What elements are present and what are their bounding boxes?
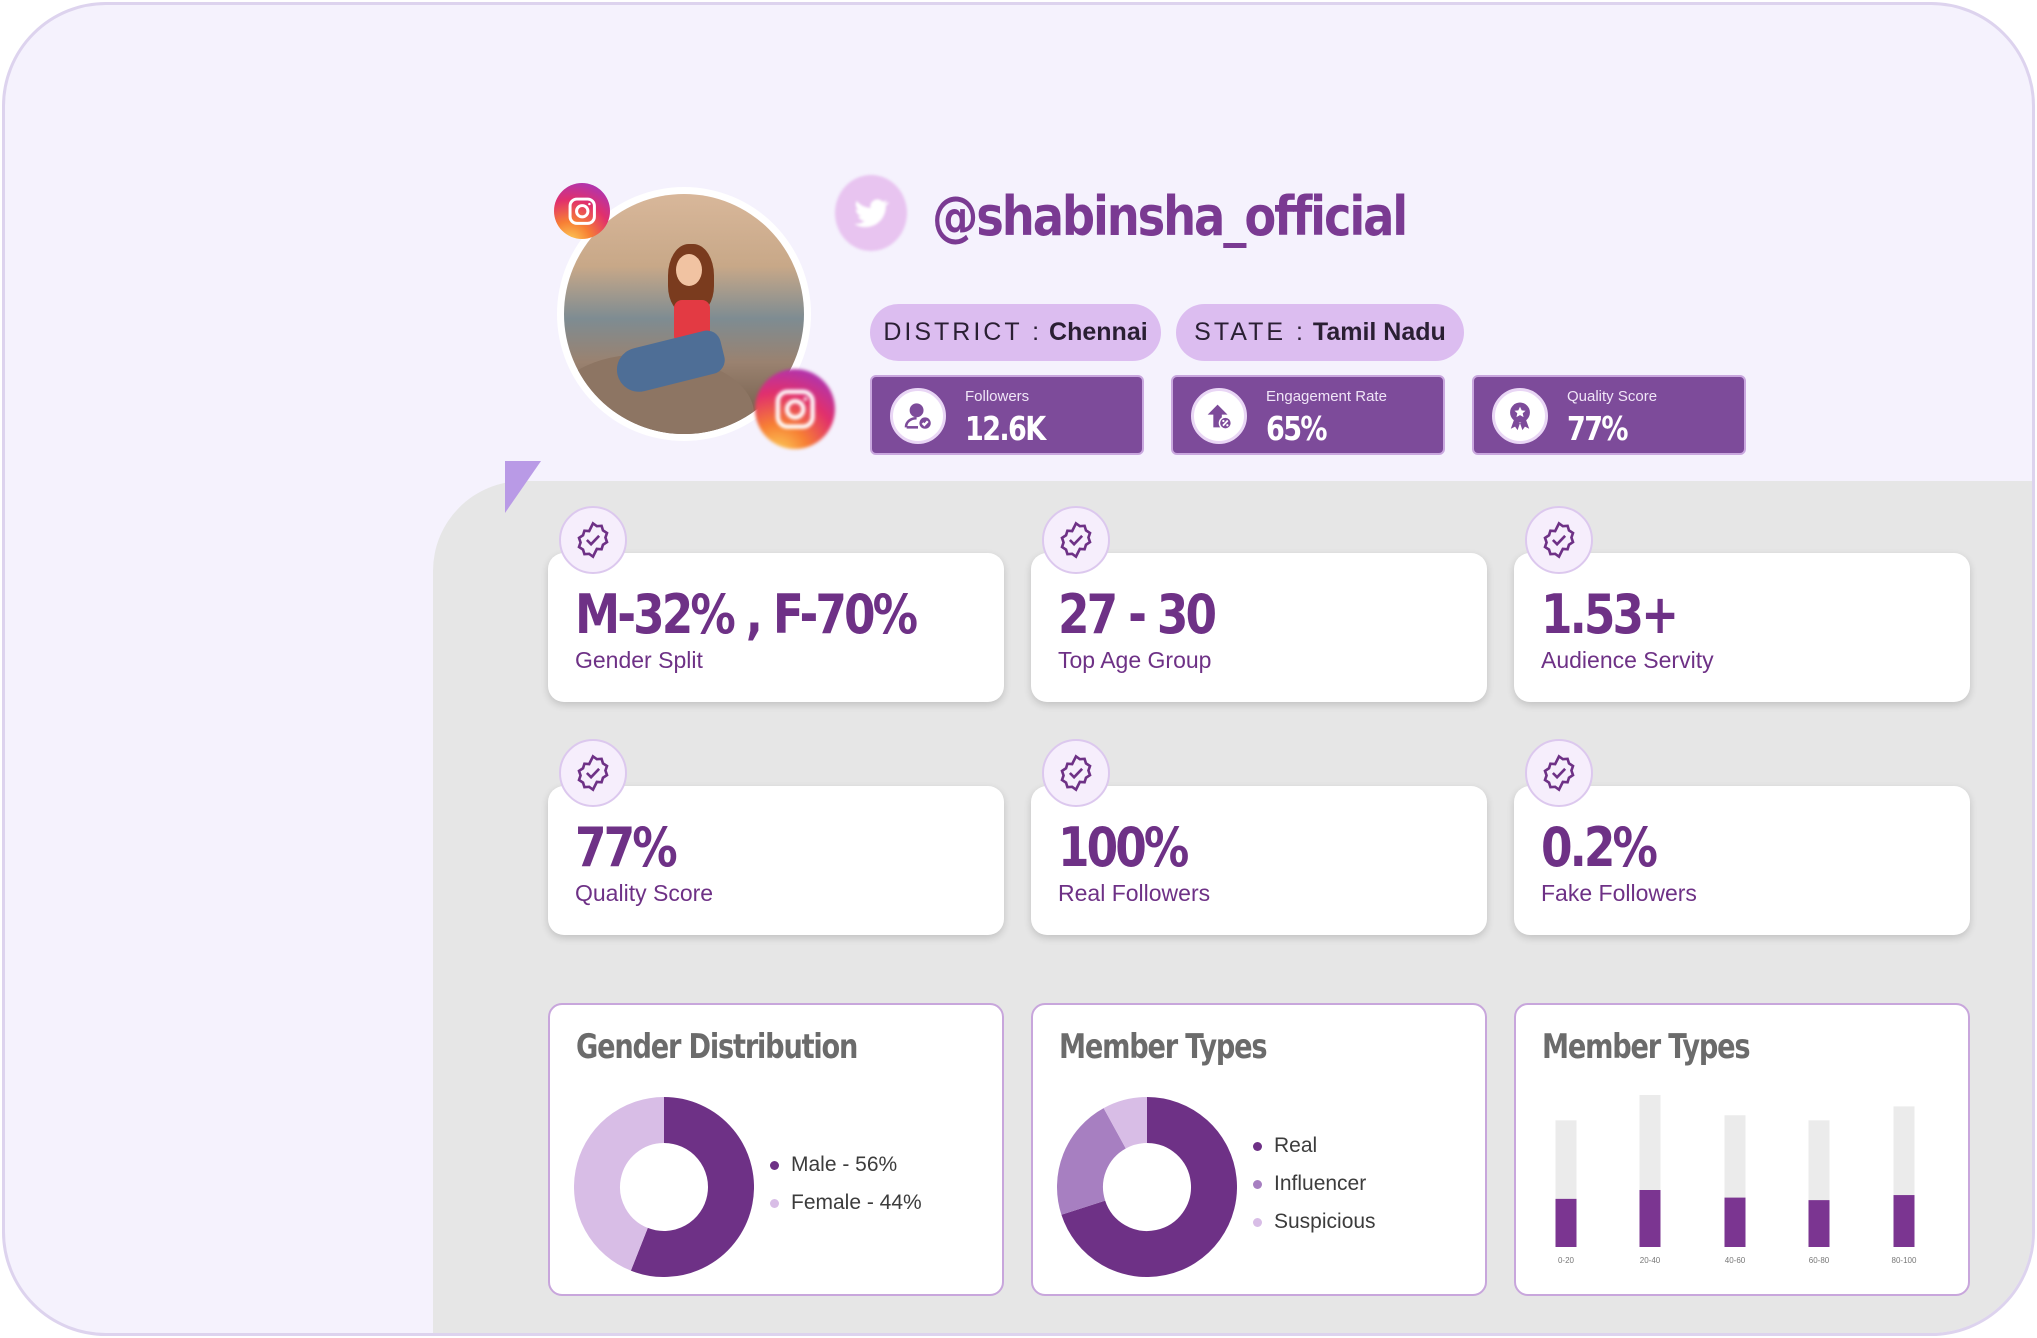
metric-value: 100%: [1058, 816, 1189, 879]
metric-label: Quality Score: [575, 880, 714, 906]
metric-card-real-followers: 100% Real Followers: [1031, 786, 1487, 935]
district-pill: DISTRICT : Chennai: [870, 304, 1161, 361]
engagement-value: 65%: [1266, 409, 1327, 448]
quality-label: Quality Score: [1567, 388, 1658, 405]
metric-card-quality-score: 77% Quality Score: [548, 786, 1004, 935]
quality-value: 77%: [1567, 409, 1628, 448]
tick-label: 0-20: [1558, 1256, 1575, 1265]
state-pill: STATE : Tamil Nadu: [1176, 304, 1464, 361]
legend-item-male: Male - 56%: [770, 1146, 922, 1184]
bar-80-100[interactable]: [1893, 1195, 1915, 1247]
legend-dot: [1253, 1217, 1262, 1227]
chart-title: Member Types: [1059, 1027, 1268, 1067]
metric-label: Gender Split: [575, 647, 703, 673]
donut-slice-female[interactable]: [574, 1097, 665, 1271]
legend-item-female: Female - 44%: [770, 1184, 922, 1222]
bar-40-60[interactable]: [1724, 1197, 1746, 1247]
chart-title: Member Types: [1542, 1027, 1751, 1067]
metric-label: Real Followers: [1058, 880, 1211, 906]
award-icon: [1492, 388, 1548, 444]
decorative-triangle: [505, 461, 541, 513]
metric-value: 77%: [575, 816, 678, 879]
district-key: DISTRICT :: [883, 318, 1043, 346]
bar-20-40[interactable]: [1639, 1190, 1661, 1247]
engagement-icon: [1191, 388, 1247, 444]
legend-item-suspicious: Suspicious: [1253, 1203, 1376, 1241]
donut-slice-real[interactable]: [1061, 1097, 1237, 1277]
gender-distribution-card: Gender Distribution Male - 56% Female - …: [548, 1003, 1004, 1296]
followers-stat: Followers 12.6K: [870, 375, 1144, 455]
verified-check-icon: [1042, 506, 1110, 574]
verified-check-icon: [559, 739, 627, 807]
metric-card-gender-split: M-32% , F-70% Gender Split: [548, 553, 1004, 702]
metric-value: 0.2%: [1541, 816, 1658, 879]
chart-legend: Male - 56% Female - 44%: [770, 1146, 922, 1222]
followers-label: Followers: [965, 388, 1030, 405]
verified-check-icon: [1525, 739, 1593, 807]
member-types-donut-chart: [1057, 1097, 1237, 1277]
metric-label: Fake Followers: [1541, 880, 1697, 906]
tick-label: 80-100: [1892, 1256, 1917, 1265]
member-types-donut-card: Member Types Real Influencer Suspicious: [1031, 1003, 1487, 1296]
chart-legend: Real Influencer Suspicious: [1253, 1127, 1376, 1241]
legend-dot: [1253, 1179, 1262, 1189]
instagram-icon[interactable]: [554, 183, 610, 239]
state-key: STATE :: [1194, 318, 1306, 346]
donut-slice-male[interactable]: [630, 1097, 754, 1277]
legend-dot: [770, 1160, 779, 1170]
quality-stat: Quality Score 77%: [1472, 375, 1746, 455]
followers-value: 12.6K: [965, 409, 1046, 448]
legend-label: Influencer: [1274, 1172, 1367, 1195]
legend-label: Real: [1274, 1134, 1318, 1157]
chart-title: Gender Distribution: [576, 1027, 858, 1067]
instagram-icon: [755, 369, 835, 449]
verified-check-icon: [559, 506, 627, 574]
profile-handle: @shabinsha_official: [932, 185, 1408, 248]
state-value: Tamil Nadu: [1312, 318, 1446, 346]
donut-slice-suspicious[interactable]: [1103, 1097, 1149, 1149]
metric-value: 27 - 30: [1058, 583, 1217, 646]
tick-label: 40-60: [1725, 1256, 1746, 1265]
bar-60-80[interactable]: [1808, 1200, 1830, 1247]
legend-label: Female - 44%: [791, 1191, 922, 1214]
gender-donut-chart: [574, 1097, 754, 1277]
tick-label: 20-40: [1640, 1256, 1661, 1265]
legend-dot: [770, 1198, 779, 1208]
legend-dot: [1253, 1141, 1262, 1151]
metric-card-fake-followers: 0.2% Fake Followers: [1514, 786, 1970, 935]
legend-item-real: Real: [1253, 1127, 1376, 1165]
legend-label: Suspicious: [1274, 1210, 1376, 1233]
verified-check-icon: [1525, 506, 1593, 574]
tick-label: 60-80: [1809, 1256, 1830, 1265]
metric-card-audience-servity: 1.53+ Audience Servity: [1514, 553, 1970, 702]
legend-item-influencer: Influencer: [1253, 1165, 1376, 1203]
engagement-stat: Engagement Rate 65%: [1171, 375, 1445, 455]
member-types-bar-chart: 0-20 20-40 40-60 60-80 80-100: [1555, 1095, 1917, 1265]
member-types-bar-card: Member Types 0-20 20-40 40-60 60-80 80-100: [1514, 1003, 1970, 1296]
metric-value: 1.53+: [1541, 583, 1679, 646]
metric-label: Audience Servity: [1541, 647, 1714, 673]
metric-label: Top Age Group: [1058, 647, 1212, 673]
donut-slice-influencer[interactable]: [1057, 1108, 1127, 1215]
metric-card-top-age-group: 27 - 30 Top Age Group: [1031, 553, 1487, 702]
bar-0-20[interactable]: [1555, 1198, 1577, 1247]
bird-icon: [835, 175, 907, 251]
legend-label: Male - 56%: [791, 1153, 898, 1176]
user-check-icon: [890, 388, 946, 444]
verified-check-icon: [1042, 739, 1110, 807]
metric-value: M-32% , F-70%: [575, 583, 918, 646]
district-value: Chennai: [1049, 318, 1148, 346]
engagement-label: Engagement Rate: [1266, 388, 1387, 405]
